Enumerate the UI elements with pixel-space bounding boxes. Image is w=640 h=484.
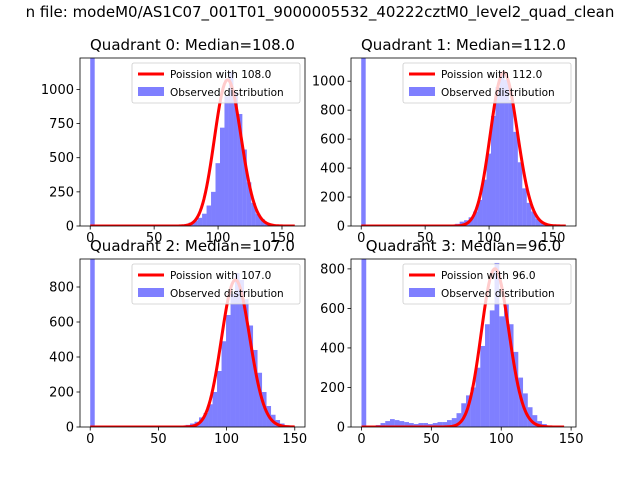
subplot-title: Quadrant 2: Median=107.0 xyxy=(90,237,295,255)
legend-hist-label: Observed distribution xyxy=(170,87,284,99)
y-tick-label: 800 xyxy=(320,104,345,119)
histogram-bar xyxy=(213,392,218,427)
histogram-bar xyxy=(90,58,94,226)
histogram-bar xyxy=(211,192,215,226)
legend: Poission with 96.0 Observed distribution xyxy=(403,264,571,304)
x-tick-label: 100 xyxy=(214,432,239,447)
legend-hist-swatch xyxy=(409,87,435,96)
histogram-bar xyxy=(207,206,211,226)
histogram-bar xyxy=(198,218,202,226)
legend-hist-swatch xyxy=(409,288,435,297)
subplot-title: Quadrant 0: Median=108.0 xyxy=(90,36,295,54)
y-tick-label: 250 xyxy=(49,185,74,200)
histogram-bar xyxy=(231,294,236,427)
y-tick-label: 0 xyxy=(66,421,74,436)
x-tick-label: 0 xyxy=(357,432,365,447)
y-tick-label: 800 xyxy=(49,281,74,296)
histogram-bar xyxy=(490,310,495,427)
histogram-bar xyxy=(495,87,499,226)
y-tick-label: 400 xyxy=(49,351,74,366)
histogram-bar xyxy=(499,316,504,427)
subplot-title: Quadrant 3: Median=96.0 xyxy=(366,237,561,255)
y-tick-label: 600 xyxy=(320,133,345,148)
legend-fit-label: Poission with 107.0 xyxy=(170,270,271,282)
x-tick-label: 0 xyxy=(357,231,365,246)
y-tick-label: 200 xyxy=(49,386,74,401)
subplot-2: 0 50 100 150 0 200 400 600 800 Quadrant 2: Median… xyxy=(49,237,307,447)
y-tick-label: 200 xyxy=(320,191,345,206)
x-tick-label: 50 xyxy=(150,432,167,447)
histogram-bar xyxy=(485,324,490,427)
histogram-bar xyxy=(226,315,231,427)
x-tick-label: 150 xyxy=(559,432,584,447)
histogram-bar xyxy=(224,96,228,226)
y-tick-label: 200 xyxy=(320,381,345,396)
histogram-bar xyxy=(518,162,522,226)
histogram-bar xyxy=(480,346,485,427)
histogram-bar xyxy=(522,188,526,226)
legend: Poission with 112.0 Observed distribution xyxy=(403,63,571,103)
histogram-bar xyxy=(217,371,222,427)
legend-hist-label: Observed distribution xyxy=(441,87,555,99)
y-tick-label: 400 xyxy=(320,341,345,356)
x-tick-label: 0 xyxy=(86,432,94,447)
histogram-bar xyxy=(216,163,220,226)
histogram-bar xyxy=(222,341,227,427)
y-tick-label: 1000 xyxy=(41,83,74,98)
legend-hist-label: Observed distribution xyxy=(170,288,284,300)
y-tick-label: 500 xyxy=(49,151,74,166)
y-tick-label: 600 xyxy=(49,316,74,331)
histogram-bar xyxy=(90,259,95,427)
legend-hist-label: Observed distribution xyxy=(441,288,555,300)
histogram-bar xyxy=(509,100,513,226)
y-tick-label: 800 xyxy=(320,262,345,277)
histogram-bar xyxy=(220,128,224,226)
x-tick-label: 150 xyxy=(282,432,307,447)
legend-hist-swatch xyxy=(138,288,164,297)
histogram-bar xyxy=(361,259,366,427)
x-tick-label: 100 xyxy=(489,432,514,447)
legend: Poission with 108.0 Observed distribution xyxy=(132,63,300,103)
legend-fit-label: Poission with 112.0 xyxy=(441,69,542,81)
histogram-bar xyxy=(513,132,517,226)
histogram-bar xyxy=(361,58,365,226)
x-tick-label: 50 xyxy=(423,432,440,447)
y-tick-label: 0 xyxy=(337,421,345,436)
legend: Poission with 107.0 Observed distribution xyxy=(132,264,300,304)
y-tick-label: 400 xyxy=(320,162,345,177)
legend-fit-label: Poission with 108.0 xyxy=(170,69,271,81)
y-tick-label: 750 xyxy=(49,117,74,132)
subplot-title: Quadrant 1: Median=112.0 xyxy=(361,36,566,54)
histogram-bar xyxy=(202,214,206,226)
legend-fit-label: Poission with 96.0 xyxy=(441,270,536,282)
y-tick-label: 0 xyxy=(66,220,74,235)
legend-hist-swatch xyxy=(138,87,164,96)
y-tick-label: 0 xyxy=(337,220,345,235)
figure-suptitle: n file: modeM0/AS1C07_001T01_9000005532_… xyxy=(26,3,615,21)
y-tick-label: 1000 xyxy=(312,75,345,90)
y-tick-label: 600 xyxy=(320,302,345,317)
subplot-3: 0 50 100 150 0 200 400 600 800 Quadrant 3: Median… xyxy=(320,237,583,447)
